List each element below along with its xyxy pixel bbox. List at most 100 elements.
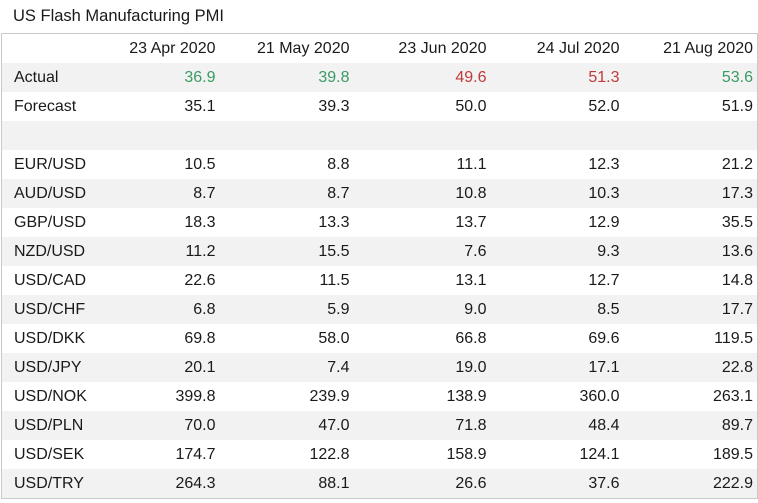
row-label: USD/CHF <box>1 295 88 324</box>
table-cell: 360.0 <box>490 382 624 411</box>
row-label: Actual <box>1 63 88 92</box>
table-cell: 11.1 <box>353 150 491 179</box>
table-cell: 19.0 <box>353 353 491 382</box>
row-label: USD/SEK <box>1 440 88 469</box>
table-cell: 17.1 <box>490 353 624 382</box>
table-cell: 12.7 <box>490 266 624 295</box>
table-cell: 12.3 <box>490 150 624 179</box>
table-cell: 239.9 <box>219 382 354 411</box>
table-cell: 11.5 <box>219 266 354 295</box>
column-header: 23 Apr 2020 <box>87 33 220 63</box>
table-row: USD/JPY 20.1 7.4 19.0 17.1 22.8 <box>1 353 758 382</box>
table-cell: 9.0 <box>353 295 491 324</box>
table-cell: 88.1 <box>219 469 354 499</box>
table-cell: 8.5 <box>490 295 624 324</box>
table-cell: 10.3 <box>490 179 624 208</box>
row-label: USD/PLN <box>1 411 88 440</box>
table-cell: 69.8 <box>87 324 220 353</box>
header-row: 23 Apr 2020 21 May 2020 23 Jun 2020 24 J… <box>1 33 758 63</box>
column-header: 24 Jul 2020 <box>490 33 624 63</box>
table-cell: 8.8 <box>219 150 354 179</box>
table-cell: 49.6 <box>353 63 491 92</box>
table-cell: 264.3 <box>87 469 220 499</box>
table-cell: 263.1 <box>623 382 758 411</box>
column-header: 21 Aug 2020 <box>623 33 758 63</box>
column-header: 23 Jun 2020 <box>353 33 491 63</box>
table-cell: 48.4 <box>490 411 624 440</box>
row-label: GBP/USD <box>1 208 88 237</box>
table-cell: 51.9 <box>623 92 758 121</box>
table-cell: 22.8 <box>623 353 758 382</box>
table-cell: 138.9 <box>353 382 491 411</box>
row-label: AUD/USD <box>1 179 88 208</box>
table-cell: 37.6 <box>490 469 624 499</box>
table-row <box>1 121 758 150</box>
table-cell: 35.1 <box>87 92 220 121</box>
corner-cell <box>1 33 88 63</box>
table-cell: 58.0 <box>219 324 354 353</box>
table-cell: 18.3 <box>87 208 220 237</box>
table-row: USD/SEK 174.7 122.8 158.9 124.1 189.5 <box>1 440 758 469</box>
table-row: USD/TRY 264.3 88.1 26.6 37.6 222.9 <box>1 469 758 499</box>
table-cell: 12.9 <box>490 208 624 237</box>
row-label: USD/DKK <box>1 324 88 353</box>
row-label: Forecast <box>1 92 88 121</box>
table-cell: 17.3 <box>623 179 758 208</box>
table-row: USD/DKK 69.8 58.0 66.8 69.6 119.5 <box>1 324 758 353</box>
table-cell: 51.3 <box>490 63 624 92</box>
table-cell <box>623 121 758 150</box>
table-cell: 71.8 <box>353 411 491 440</box>
table-cell <box>353 121 491 150</box>
table-cell: 14.8 <box>623 266 758 295</box>
table-cell <box>490 121 624 150</box>
table-cell: 10.8 <box>353 179 491 208</box>
table-cell: 222.9 <box>623 469 758 499</box>
table-cell: 7.6 <box>353 237 491 266</box>
table-cell: 189.5 <box>623 440 758 469</box>
table-body: Actual 36.9 39.8 49.6 51.3 53.6 Forecast 35.1 39… <box>1 63 758 499</box>
table-cell: 10.5 <box>87 150 220 179</box>
table-cell: 50.0 <box>353 92 491 121</box>
table-cell <box>87 121 220 150</box>
table-cell: 5.9 <box>219 295 354 324</box>
table-row: AUD/USD 8.7 8.7 10.8 10.3 17.3 <box>1 179 758 208</box>
table-cell: 13.7 <box>353 208 491 237</box>
table-cell: 69.6 <box>490 324 624 353</box>
row-label <box>1 121 88 150</box>
table-cell: 119.5 <box>623 324 758 353</box>
row-label: USD/TRY <box>1 469 88 499</box>
table-cell: 15.5 <box>219 237 354 266</box>
table-cell: 21.2 <box>623 150 758 179</box>
pmi-table: 23 Apr 2020 21 May 2020 23 Jun 2020 24 J… <box>1 33 758 499</box>
table-cell: 47.0 <box>219 411 354 440</box>
table-cell: 9.3 <box>490 237 624 266</box>
table-row: USD/PLN 70.0 47.0 71.8 48.4 89.7 <box>1 411 758 440</box>
table-cell <box>219 121 354 150</box>
table-cell: 39.3 <box>219 92 354 121</box>
table-cell: 22.6 <box>87 266 220 295</box>
table-cell: 52.0 <box>490 92 624 121</box>
table-cell: 20.1 <box>87 353 220 382</box>
table-row: Actual 36.9 39.8 49.6 51.3 53.6 <box>1 63 758 92</box>
table-cell: 36.9 <box>87 63 220 92</box>
table-cell: 66.8 <box>353 324 491 353</box>
row-label: NZD/USD <box>1 237 88 266</box>
table-cell: 39.8 <box>219 63 354 92</box>
table-row: NZD/USD 11.2 15.5 7.6 9.3 13.6 <box>1 237 758 266</box>
table-cell: 70.0 <box>87 411 220 440</box>
table-title: US Flash Manufacturing PMI <box>13 7 224 25</box>
table-cell: 8.7 <box>87 179 220 208</box>
table-cell: 124.1 <box>490 440 624 469</box>
table-row: EUR/USD 10.5 8.8 11.1 12.3 21.2 <box>1 150 758 179</box>
table-cell: 53.6 <box>623 63 758 92</box>
table-cell: 13.6 <box>623 237 758 266</box>
table-cell: 26.6 <box>353 469 491 499</box>
table-cell: 89.7 <box>623 411 758 440</box>
table-row: GBP/USD 18.3 13.3 13.7 12.9 35.5 <box>1 208 758 237</box>
row-label: USD/CAD <box>1 266 88 295</box>
table-cell: 11.2 <box>87 237 220 266</box>
row-label: EUR/USD <box>1 150 88 179</box>
column-header: 21 May 2020 <box>219 33 354 63</box>
table-cell: 158.9 <box>353 440 491 469</box>
table-row: USD/NOK 399.8 239.9 138.9 360.0 263.1 <box>1 382 758 411</box>
